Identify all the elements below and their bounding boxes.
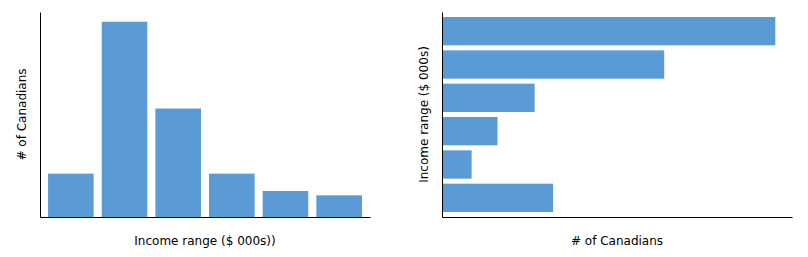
y-axis-title: # of Canadians: [15, 68, 29, 160]
bar: [442, 150, 472, 178]
panel: Income range ($ 000s)) # of Canadians: [15, 13, 371, 249]
axis-line: [442, 13, 443, 218]
bar: [155, 109, 201, 217]
chart-root: Income range ($ 000s))# of Canadians# of…: [0, 0, 808, 257]
bar: [442, 50, 664, 78]
axis-line: [40, 13, 41, 218]
x-axis-title: Income range ($ 000s)): [134, 234, 275, 248]
bars: [48, 22, 362, 217]
y-axis-title: Income range ($ 000s): [417, 46, 431, 183]
bar: [442, 84, 535, 112]
bars: [442, 17, 775, 212]
bar: [263, 191, 309, 217]
bar: [48, 174, 94, 217]
bar: [442, 184, 553, 212]
value-axis: [443, 217, 793, 218]
bar: [209, 174, 255, 217]
value-axis: [40, 13, 41, 218]
bar: [102, 22, 148, 217]
axis-line: [41, 217, 371, 218]
bar: [442, 117, 498, 145]
category-axis: [41, 217, 371, 218]
bar: [442, 17, 775, 45]
category-axis: [442, 13, 443, 218]
bar: [316, 195, 362, 217]
panel: # of Canadians Income range ($ 000s): [417, 13, 793, 249]
x-axis-title: # of Canadians: [571, 234, 663, 248]
axis-line: [443, 217, 793, 218]
